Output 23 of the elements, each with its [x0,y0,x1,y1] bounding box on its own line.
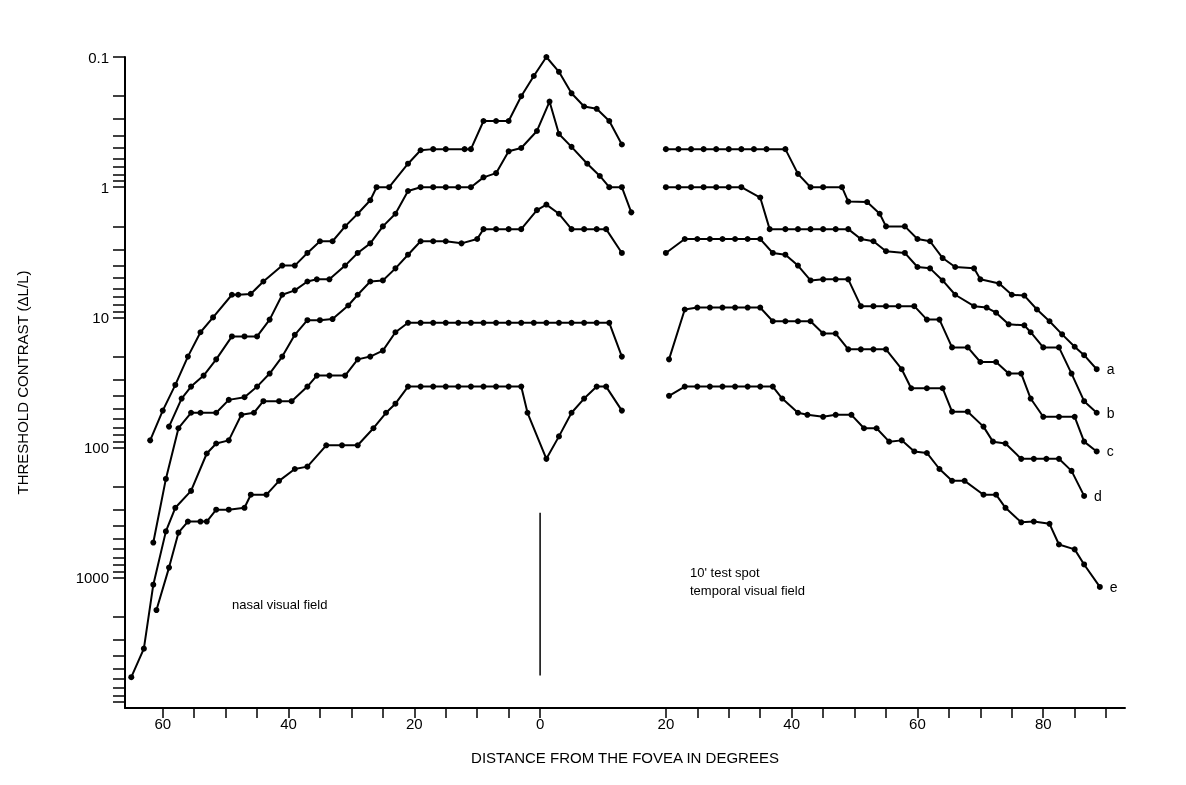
series-label: b [1106,404,1115,421]
x-tick-label: 40 [783,715,801,732]
series-label: c [1106,443,1114,460]
series-label: e [1109,578,1118,595]
x-tick-label: 60 [909,715,926,732]
x-tick-label: 40 [280,715,297,732]
y-tick-label: 100 [83,439,109,457]
x-tick-label: 60 [154,715,172,732]
series-label: d [1094,487,1102,504]
series-label: a [1106,361,1115,378]
annotation: nasal visual field [232,597,328,612]
y-tick-label: 1000 [75,569,109,587]
y-axis-title: THRESHOLD CONTRAST (ΔL/L) [14,270,31,495]
x-tick-label: 20 [657,715,675,732]
y-tick-label: 0.1 [88,48,109,66]
annotation: 10' test spot [690,565,761,580]
y-tick-label: 1 [100,178,109,196]
x-tick-label: 80 [1034,715,1052,732]
x-tick-label: 20 [405,715,423,732]
y-tick-label: 10 [92,308,109,326]
x-axis-title: DISTANCE FROM THE FOVEA IN DEGREES [471,749,779,766]
x-tick-label: 0 [535,715,545,732]
annotation: temporal visual field [690,583,805,598]
